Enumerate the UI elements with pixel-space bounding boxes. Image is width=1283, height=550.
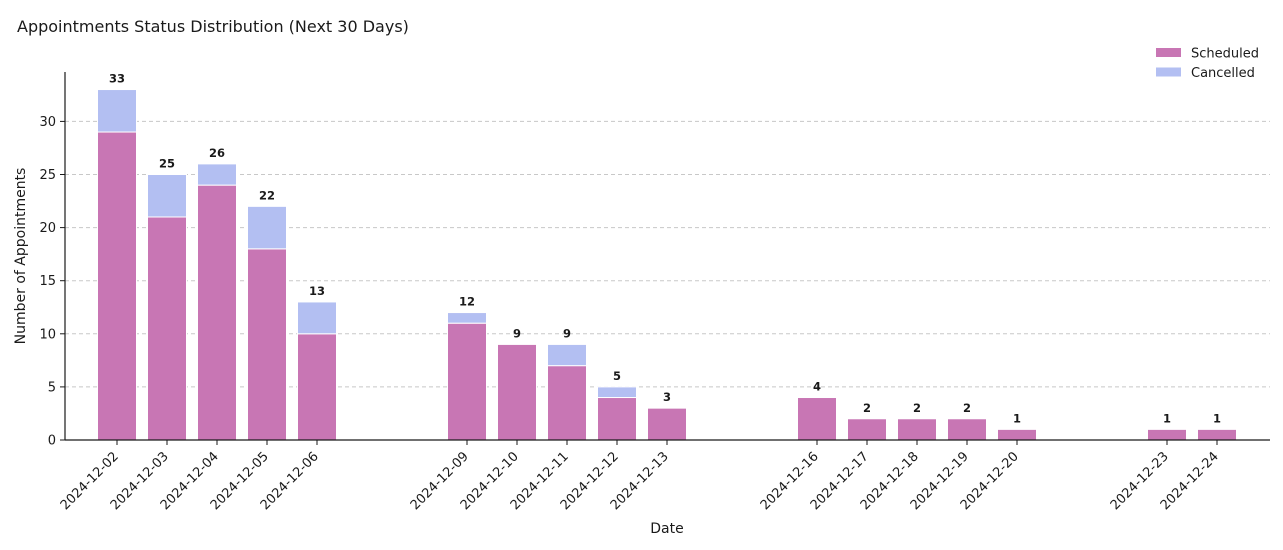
bar-cancelled — [447, 312, 487, 324]
bar-scheduled — [847, 418, 887, 441]
bar-total-label: 4 — [813, 380, 821, 394]
bar-cancelled — [147, 174, 187, 218]
bar-cancelled — [247, 205, 287, 250]
y-tick-label: 5 — [48, 380, 56, 395]
grid-lines — [65, 120, 1270, 388]
bar-total-label: 1 — [1013, 411, 1021, 425]
bar-scheduled — [647, 407, 687, 441]
bar-scheduled — [447, 322, 487, 441]
bar-total-label: 25 — [159, 157, 175, 171]
bar-scheduled — [297, 333, 337, 441]
legend: Scheduled Cancelled — [1156, 47, 1259, 81]
bar-total-label: 22 — [259, 188, 275, 202]
y-tick-label: 0 — [48, 434, 56, 449]
bar-scheduled — [947, 418, 987, 441]
bar-total-label: 13 — [309, 284, 325, 298]
bar-total-label: 9 — [513, 326, 521, 340]
x-axis-ticks: 2024-12-022024-12-032024-12-042024-12-05… — [58, 440, 1222, 513]
bar-cancelled — [197, 163, 237, 186]
bar-total-label: 26 — [209, 146, 225, 160]
chart-title: Appointments Status Distribution (Next 3… — [17, 17, 409, 36]
bar-scheduled — [797, 397, 837, 441]
legend-swatch-scheduled — [1156, 48, 1181, 57]
bar-scheduled — [247, 248, 287, 441]
bar-scheduled — [997, 428, 1037, 441]
y-tick-label: 10 — [39, 327, 56, 342]
bar-scheduled — [547, 365, 587, 441]
legend-label-cancelled: Cancelled — [1191, 66, 1255, 81]
bar-total-label: 2 — [913, 401, 921, 415]
y-tick-label: 30 — [39, 115, 56, 130]
bar-scheduled — [97, 131, 137, 441]
legend-swatch-cancelled — [1156, 67, 1181, 77]
bar-cancelled — [597, 386, 637, 399]
y-axis-ticks: 0 5 10 15 20 25 30 — [39, 115, 65, 449]
y-tick-label: 15 — [39, 274, 56, 289]
x-axis-label: Date — [650, 521, 683, 537]
bar-total-label: 12 — [459, 295, 475, 309]
legend-label-scheduled: Scheduled — [1191, 47, 1259, 62]
bars — [97, 89, 1237, 441]
y-axis-label: Number of Appointments — [13, 168, 29, 345]
bar-scheduled — [1197, 428, 1237, 441]
bar-cancelled — [97, 89, 137, 133]
bar-scheduled — [147, 216, 187, 441]
bar-cancelled — [297, 301, 337, 335]
bar-scheduled — [597, 397, 637, 441]
bar-total-label: 2 — [963, 401, 971, 415]
y-tick-label: 20 — [39, 221, 56, 236]
bar-cancelled — [547, 343, 587, 367]
bar-total-label: 3 — [663, 390, 671, 404]
bar-scheduled — [1147, 428, 1187, 441]
bar-scheduled — [197, 184, 237, 441]
bar-total-label: 1 — [1213, 411, 1221, 425]
bar-scheduled — [497, 343, 537, 441]
bar-total-label: 33 — [109, 72, 125, 86]
bar-total-label: 1 — [1163, 411, 1171, 425]
bar-total-label: 2 — [863, 401, 871, 415]
bar-total-label: 9 — [563, 326, 571, 340]
bar-scheduled — [897, 418, 937, 441]
y-tick-label: 25 — [39, 168, 56, 183]
bar-total-label: 5 — [613, 369, 621, 383]
